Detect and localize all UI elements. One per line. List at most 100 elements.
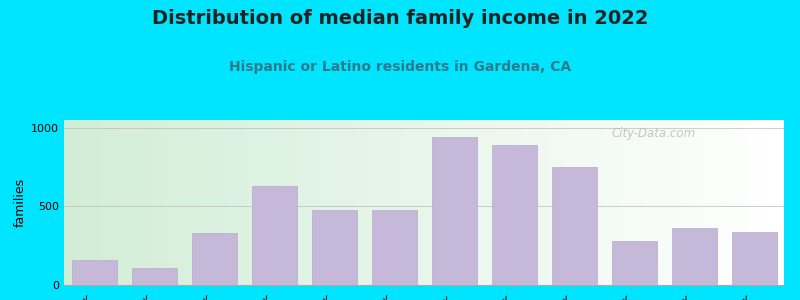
Bar [138, 120, 141, 285]
Bar [191, 120, 194, 285]
Bar [410, 120, 412, 285]
Bar [760, 120, 762, 285]
Bar [770, 120, 772, 285]
Bar [316, 120, 318, 285]
Bar [254, 120, 256, 285]
Bar [230, 120, 232, 285]
Bar [412, 120, 414, 285]
Bar [234, 120, 237, 285]
Bar [206, 120, 208, 285]
Bar [146, 120, 148, 285]
Bar [705, 120, 707, 285]
Bar [489, 120, 491, 285]
Bar [599, 120, 602, 285]
Bar [306, 120, 309, 285]
Bar [527, 120, 530, 285]
Bar [534, 120, 537, 285]
Bar [369, 120, 371, 285]
Bar [275, 120, 278, 285]
Bar [556, 120, 558, 285]
Bar [131, 120, 134, 285]
Bar [282, 120, 285, 285]
Bar [472, 120, 474, 285]
Bar [484, 120, 486, 285]
Bar [124, 120, 126, 285]
Bar [268, 120, 270, 285]
Bar [633, 120, 635, 285]
Bar [371, 120, 374, 285]
Bar [172, 120, 174, 285]
Bar [650, 120, 652, 285]
Bar [539, 120, 542, 285]
Bar [405, 120, 407, 285]
Bar [738, 120, 741, 285]
Bar [635, 120, 638, 285]
Bar [242, 120, 244, 285]
Bar [666, 120, 669, 285]
Bar [400, 120, 402, 285]
Bar [419, 120, 422, 285]
Bar [431, 137, 477, 285]
Bar [302, 120, 304, 285]
Bar [196, 120, 198, 285]
Bar [582, 120, 585, 285]
Bar [278, 120, 280, 285]
Bar [767, 120, 770, 285]
Bar [554, 120, 556, 285]
Bar [436, 120, 438, 285]
Bar [326, 120, 328, 285]
Bar [671, 228, 717, 285]
Bar [662, 120, 664, 285]
Bar [626, 120, 628, 285]
Bar [414, 120, 417, 285]
Bar [566, 120, 568, 285]
Bar [345, 120, 347, 285]
Bar [309, 120, 311, 285]
Text: City-Data.com: City-Data.com [611, 127, 695, 140]
Bar [693, 120, 695, 285]
Bar [659, 120, 662, 285]
Bar [616, 120, 618, 285]
Bar [525, 120, 527, 285]
Bar [335, 120, 338, 285]
Bar [314, 120, 316, 285]
Bar [227, 120, 230, 285]
Bar [136, 120, 138, 285]
Bar [340, 120, 342, 285]
Bar [160, 120, 162, 285]
Bar [64, 120, 66, 285]
Bar [350, 120, 352, 285]
Bar [249, 120, 251, 285]
Bar [429, 120, 431, 285]
Bar [515, 120, 518, 285]
Bar [359, 120, 362, 285]
Bar [518, 120, 520, 285]
Bar [88, 120, 90, 285]
Bar [117, 120, 119, 285]
Bar [609, 120, 611, 285]
Bar [273, 120, 275, 285]
Bar [510, 120, 513, 285]
Bar [338, 120, 340, 285]
Bar [179, 120, 182, 285]
Bar [215, 120, 218, 285]
Bar [194, 120, 196, 285]
Bar [669, 120, 671, 285]
Bar [774, 120, 777, 285]
Bar [746, 120, 748, 285]
Bar [460, 120, 462, 285]
Bar [189, 120, 191, 285]
Bar [443, 120, 446, 285]
Bar [258, 120, 261, 285]
Bar [726, 120, 729, 285]
Bar [777, 120, 779, 285]
Bar [450, 120, 453, 285]
Bar [285, 120, 287, 285]
Bar [700, 120, 702, 285]
Bar [112, 120, 114, 285]
Bar [251, 186, 297, 285]
Bar [119, 120, 122, 285]
Bar [520, 120, 522, 285]
Bar [748, 120, 750, 285]
Bar [333, 120, 335, 285]
